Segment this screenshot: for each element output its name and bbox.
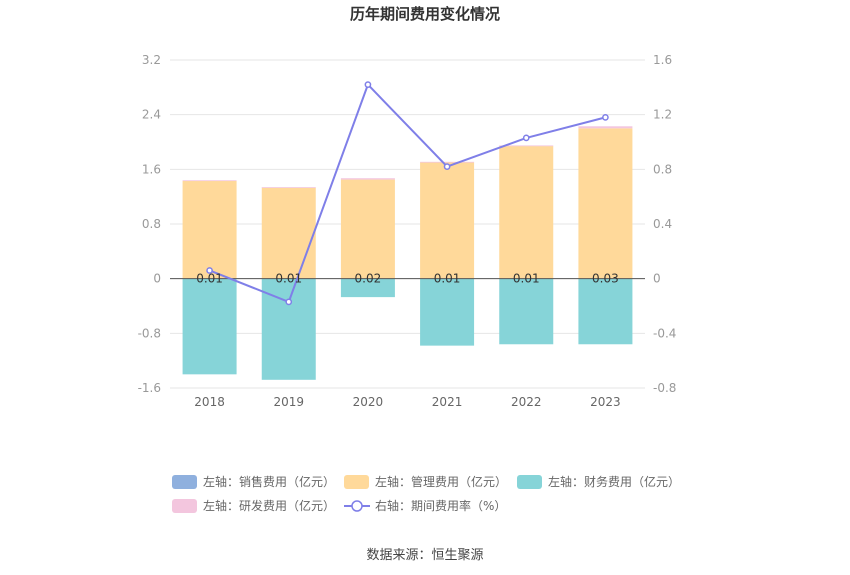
legend-label: 左轴：销售费用（亿元） [203,474,335,489]
right-tick-label: 0.4 [653,217,672,231]
bar-finance [499,278,554,345]
x-tick-label: 2021 [432,395,463,409]
legend: 左轴：销售费用（亿元） 左轴：管理费用（亿元） 左轴：财务费用（亿元） 左轴：研发费用… [172,474,680,513]
bar-rnd [261,187,316,188]
rate-line-path [209,82,606,304]
bar-rnd [340,178,395,180]
data-label: 0.02 [355,272,382,286]
x-tick-label: 2018 [194,395,225,409]
right-tick-label: 1.6 [653,53,672,67]
bar-finance [182,278,237,375]
data-label: 0.03 [592,272,619,286]
legend-swatch-admin [344,475,369,489]
x-axis: 2018 2019 2020 2021 2022 2023 [194,395,620,409]
right-tick-label: 1.2 [653,108,672,122]
rate-point [443,163,451,170]
x-tick-label: 2020 [353,395,384,409]
rate-point [522,134,530,142]
grid [170,59,645,389]
left-tick-label: 1.6 [142,162,161,176]
bar-rnd [499,145,554,147]
data-label: 0.01 [434,272,461,286]
left-tick-label: -0.8 [138,326,161,340]
x-tick-label: 2022 [511,395,542,409]
legend-label: 左轴：研发费用（亿元） [203,498,335,513]
x-tick-label: 2019 [273,395,304,409]
bar-admin [261,187,316,279]
chart-title: 历年期间费用变化情况 [350,5,500,23]
left-tick-label: 3.2 [142,53,161,67]
legend-label: 右轴：期间费用率（%） [375,498,506,513]
bar-admin [340,179,395,279]
legend-label: 左轴：管理费用（亿元） [375,474,507,489]
right-tick-label: 0 [653,272,661,286]
legend-swatch-sales [172,475,197,489]
left-tick-label: 0 [153,272,161,286]
left-tick-label: -1.6 [138,381,161,395]
data-label: 0.01 [275,272,302,286]
data-label: 0.01 [513,272,540,286]
bar-rnd [420,161,475,163]
x-tick-label: 2023 [590,395,621,409]
right-tick-label: 0.8 [653,162,672,176]
legend-label: 左轴：财务费用（亿元） [548,474,680,489]
legend-swatch-finance [517,475,542,489]
left-tick-label: 0.8 [142,217,161,231]
rate-point [206,267,213,274]
left-tick-label: 2.4 [142,108,161,122]
bar-rnd [578,126,633,129]
bar-rnd [182,180,237,182]
rate-point [285,298,293,306]
bar-finance [420,278,475,346]
bar-admin [499,146,554,279]
bar-finance [340,278,395,298]
source-note: 数据来源：恒生聚源 [366,548,483,563]
right-axis: 1.6 1.2 0.8 0.4 0 -0.4 -0.8 [653,53,676,395]
right-tick-label: -0.8 [653,381,676,395]
right-tick-label: -0.4 [653,326,676,340]
data-labels: 0.01 0.01 0.02 0.01 0.01 0.03 [196,272,619,286]
bars [182,126,633,380]
bar-finance [578,278,633,345]
bar-admin [182,180,237,279]
rate-point [364,81,372,88]
data-label: 0.01 [196,272,223,286]
left-axis: 3.2 2.4 1.6 0.8 0 -0.8 -1.6 [138,53,161,395]
bar-admin [420,162,475,279]
rate-line [206,81,609,306]
bar-admin [578,128,633,279]
legend-swatch-rnd [172,499,197,513]
rate-point [602,114,609,121]
legend-point-icon [351,500,363,512]
